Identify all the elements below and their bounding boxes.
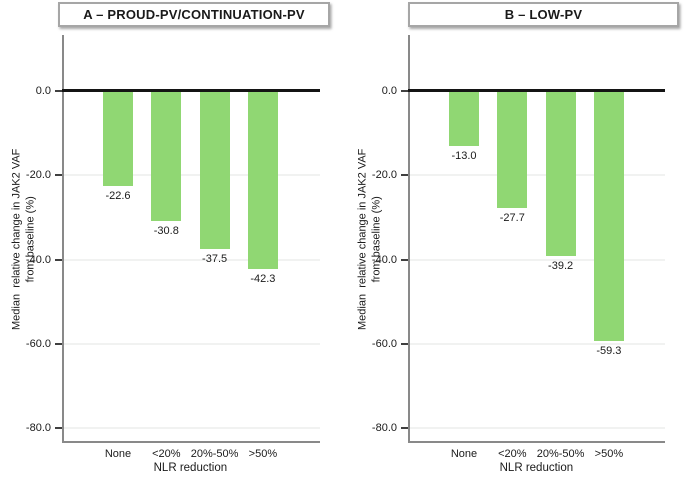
y-axis-label-line: Median relative change in JAK2 VAF bbox=[356, 148, 369, 330]
bar-value-label: -13.0 bbox=[451, 149, 477, 162]
y-tick bbox=[55, 174, 62, 177]
y-tick bbox=[401, 90, 408, 92]
bar bbox=[247, 91, 278, 270]
y-axis-label: Median relative change in JAK2 VAF from b… bbox=[3, 35, 45, 443]
x-tick-label: 20%-50% bbox=[536, 448, 585, 460]
y-tick bbox=[401, 174, 408, 177]
panel-a-title-box: A – PROUD-PV/CONTINUATION-PV bbox=[58, 2, 330, 27]
y-axis-line bbox=[62, 35, 64, 443]
panel-proud-pv-continuation-pv: A – PROUD-PV/CONTINUATION-PV 0.0 -20.0 -40… bbox=[3, 2, 330, 474]
bar bbox=[199, 91, 230, 249]
gridline bbox=[410, 258, 665, 261]
bar bbox=[497, 91, 528, 208]
bar-chart-proud-pv: 0.0 -20.0 -40.0 -60.0 -80.0 -22.6 None -30.8 <20… bbox=[3, 35, 320, 474]
x-axis-line bbox=[408, 441, 665, 443]
bar bbox=[593, 91, 624, 341]
y-axis-label-text: Median relative change in JAK2 VAF from b… bbox=[356, 148, 385, 329]
y-axis-label-line: Median relative change in JAK2 VAF bbox=[10, 148, 23, 330]
zero-baseline bbox=[62, 89, 320, 92]
bar-value-label: -39.2 bbox=[548, 260, 574, 273]
y-tick bbox=[401, 258, 408, 261]
x-axis-title: NLR reduction bbox=[499, 462, 574, 474]
y-axis-label-line: from baseline (%) bbox=[25, 195, 37, 283]
y-axis-label-line: from baseline (%) bbox=[371, 195, 383, 283]
panel-b-title: B – LOW-PV bbox=[504, 7, 583, 22]
x-axis-line bbox=[62, 441, 320, 443]
bar bbox=[151, 91, 182, 221]
x-tick-label: <20% bbox=[152, 448, 181, 460]
bar-value-label: -37.5 bbox=[202, 253, 228, 265]
y-tick-label: -20.0 bbox=[25, 169, 51, 182]
panel-a-title: A – PROUD-PV/CONTINUATION-PV bbox=[83, 7, 305, 22]
gridline bbox=[410, 342, 665, 345]
bar-value-label: -30.8 bbox=[153, 224, 179, 237]
bar-value-label: -42.3 bbox=[250, 273, 276, 286]
y-tick-label: -60.0 bbox=[371, 337, 397, 350]
bar-value-label: -59.3 bbox=[596, 344, 622, 357]
y-axis-label-text: Median relative change in JAK2 VAF from b… bbox=[10, 148, 39, 329]
y-tick-label: -60.0 bbox=[25, 337, 51, 350]
y-tick-label: -40.0 bbox=[371, 253, 397, 266]
y-tick bbox=[55, 342, 62, 345]
y-tick-label: 0.0 bbox=[381, 85, 397, 97]
y-tick-label: -80.0 bbox=[371, 422, 397, 434]
y-tick bbox=[401, 342, 408, 345]
gridline bbox=[64, 174, 320, 177]
y-tick-label: -80.0 bbox=[25, 422, 51, 434]
y-tick-label: 0.0 bbox=[35, 85, 51, 97]
y-tick bbox=[55, 427, 62, 429]
gridline bbox=[64, 258, 320, 261]
x-axis-title: NLR reduction bbox=[153, 462, 228, 474]
y-axis-label: Median relative change in JAK2 VAF from b… bbox=[349, 35, 391, 443]
y-tick bbox=[55, 90, 62, 92]
gridline bbox=[64, 342, 320, 345]
x-tick-label: >50% bbox=[594, 448, 624, 460]
y-axis-line bbox=[408, 35, 410, 443]
zero-baseline bbox=[408, 89, 665, 92]
y-tick bbox=[401, 427, 408, 429]
panel-b-title-box: B – LOW-PV bbox=[408, 2, 679, 27]
bar bbox=[449, 91, 479, 146]
gridline bbox=[410, 174, 665, 177]
x-tick-label: None bbox=[104, 448, 132, 460]
y-tick-label: -40.0 bbox=[25, 253, 51, 266]
bar bbox=[545, 91, 576, 257]
y-tick-label: -20.0 bbox=[371, 169, 397, 182]
x-tick-label: 20%-50% bbox=[190, 448, 239, 460]
bar bbox=[103, 91, 133, 187]
x-tick-label: >50% bbox=[248, 448, 278, 460]
panel-low-pv: B – LOW-PV 0.0 -20.0 -40.0 -60.0 -80.0 -13.0 N… bbox=[342, 0, 685, 478]
bar-value-label: -27.7 bbox=[499, 211, 525, 224]
bar-value-label: -22.6 bbox=[105, 190, 131, 203]
bar-chart-low-pv: 0.0 -20.0 -40.0 -60.0 -80.0 -13.0 None -27.7 <20… bbox=[342, 0, 685, 478]
x-tick-label: None bbox=[450, 448, 478, 460]
gridline bbox=[64, 427, 320, 429]
y-tick bbox=[55, 258, 62, 261]
x-tick-label: <20% bbox=[498, 448, 527, 460]
gridline bbox=[410, 427, 665, 429]
